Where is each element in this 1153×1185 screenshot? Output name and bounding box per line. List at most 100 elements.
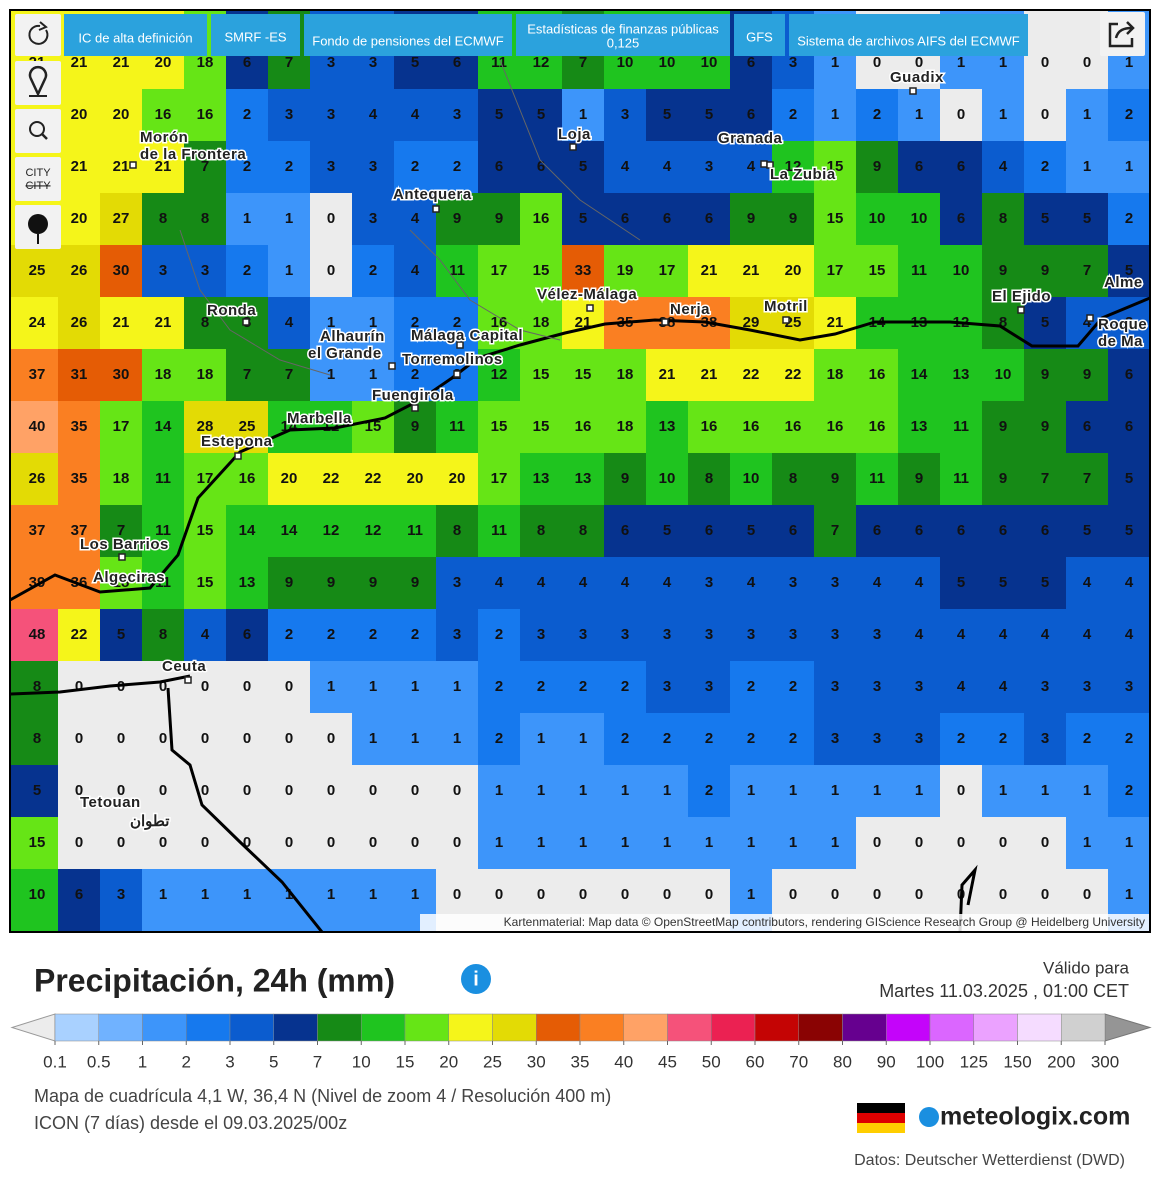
legend-tick-label: 35 [571, 1052, 590, 1071]
grid-cell [1066, 297, 1108, 349]
grid-value: 6 [999, 522, 1007, 539]
grid-value: 2 [789, 106, 797, 123]
grid-value: 1 [327, 678, 335, 695]
grid-cell [1024, 817, 1066, 869]
grid-value: 1 [1083, 106, 1091, 123]
grid-cell [898, 817, 940, 869]
grid-value: 0 [915, 834, 923, 851]
zoom-button[interactable] [15, 109, 61, 153]
grid-value: 10 [911, 210, 928, 227]
grid-value: 15 [197, 522, 214, 539]
grid-cell [772, 141, 814, 193]
grid-value: 0 [117, 834, 125, 851]
grid-cell [730, 713, 772, 765]
city-button[interactable] [15, 157, 61, 201]
brand: meteologix.com [940, 1103, 1130, 1131]
model-button[interactable] [64, 14, 207, 56]
model-button[interactable] [304, 14, 512, 56]
grid-value: 6 [747, 54, 755, 71]
grid-value: 1 [999, 782, 1007, 799]
grid-cell [982, 401, 1024, 453]
grid-value: 0 [243, 730, 251, 747]
grid-cell [478, 89, 520, 141]
grid-value: 2 [1125, 106, 1133, 123]
grid-value: 5 [957, 574, 965, 591]
share-button[interactable] [1100, 12, 1145, 56]
grid-value: 20 [155, 54, 172, 71]
grid-value: 21 [743, 262, 760, 279]
grid-value: 19 [617, 262, 634, 279]
grid-cell [184, 661, 226, 713]
grid-value: 4 [285, 314, 294, 331]
grid-cell [142, 245, 184, 297]
model-button[interactable] [734, 14, 785, 56]
grid-value: 6 [915, 522, 923, 539]
model-button[interactable] [789, 14, 1028, 56]
grid-cell [1108, 609, 1149, 661]
grid-value: 0 [159, 834, 167, 851]
grid-cell [856, 89, 898, 141]
grid-cell [142, 609, 184, 661]
grid-value: 1 [243, 210, 251, 227]
grid-value: 0 [369, 834, 377, 851]
grid-value: 17 [491, 470, 508, 487]
location-button[interactable] [15, 61, 61, 105]
grid-value: 0 [159, 678, 167, 695]
model-button[interactable] [211, 14, 300, 56]
grid-cell [268, 713, 310, 765]
grid-cell [268, 245, 310, 297]
grid-cell [478, 713, 520, 765]
grid-cell [142, 193, 184, 245]
place-label: Motril [764, 298, 808, 315]
grid-cell [478, 349, 520, 401]
grid-value: 4 [957, 678, 966, 695]
grid-cell [310, 817, 352, 869]
grid-value: 20 [449, 470, 466, 487]
grid-cell [730, 505, 772, 557]
place-label: Marbella [287, 410, 352, 427]
grid-value: 7 [579, 54, 587, 71]
grid-cell [604, 661, 646, 713]
refresh-button[interactable] [15, 14, 61, 56]
grid-value: 1 [1083, 158, 1091, 175]
grid-cell [856, 765, 898, 817]
grid-value: 21 [659, 366, 676, 383]
place-marker [184, 676, 192, 684]
grid-cell [100, 505, 142, 557]
grid-value: 0 [999, 886, 1007, 903]
grid-cell [646, 89, 688, 141]
grid-cell [478, 661, 520, 713]
grid-value: 16 [533, 210, 550, 227]
info-button[interactable] [461, 964, 491, 994]
grid-cell [982, 505, 1024, 557]
grid-cell [478, 193, 520, 245]
grid-value: 3 [1041, 730, 1049, 747]
grid-value: 30 [113, 366, 130, 383]
grid-cell [814, 193, 856, 245]
grid-value: 1 [411, 678, 419, 695]
grid-cell [730, 453, 772, 505]
grid-cell [646, 141, 688, 193]
grid-cell [436, 505, 478, 557]
grid-value: 1 [831, 782, 839, 799]
place-label: تطوان [130, 813, 169, 830]
place-label: El Ejido [992, 288, 1051, 305]
grid-value: 1 [1125, 158, 1133, 175]
grid-value: 5 [747, 522, 755, 539]
grid-value: 16 [155, 106, 172, 123]
grid-cell [310, 89, 352, 141]
grid-value: 12 [533, 54, 550, 71]
legend-swatch [448, 1013, 493, 1042]
grid-value: 4 [915, 574, 924, 591]
grid-value: 5 [1041, 314, 1049, 331]
grid-value: 2 [327, 626, 335, 643]
grid-value: 15 [29, 834, 46, 851]
place-marker [782, 316, 790, 324]
grid-value: 6 [495, 158, 503, 175]
grid-value: 15 [827, 158, 844, 175]
grid-cell [436, 713, 478, 765]
model-button[interactable] [516, 14, 730, 56]
grid-cell [772, 505, 814, 557]
grid-value: 1 [411, 886, 419, 903]
grid-value: 0 [327, 262, 335, 279]
